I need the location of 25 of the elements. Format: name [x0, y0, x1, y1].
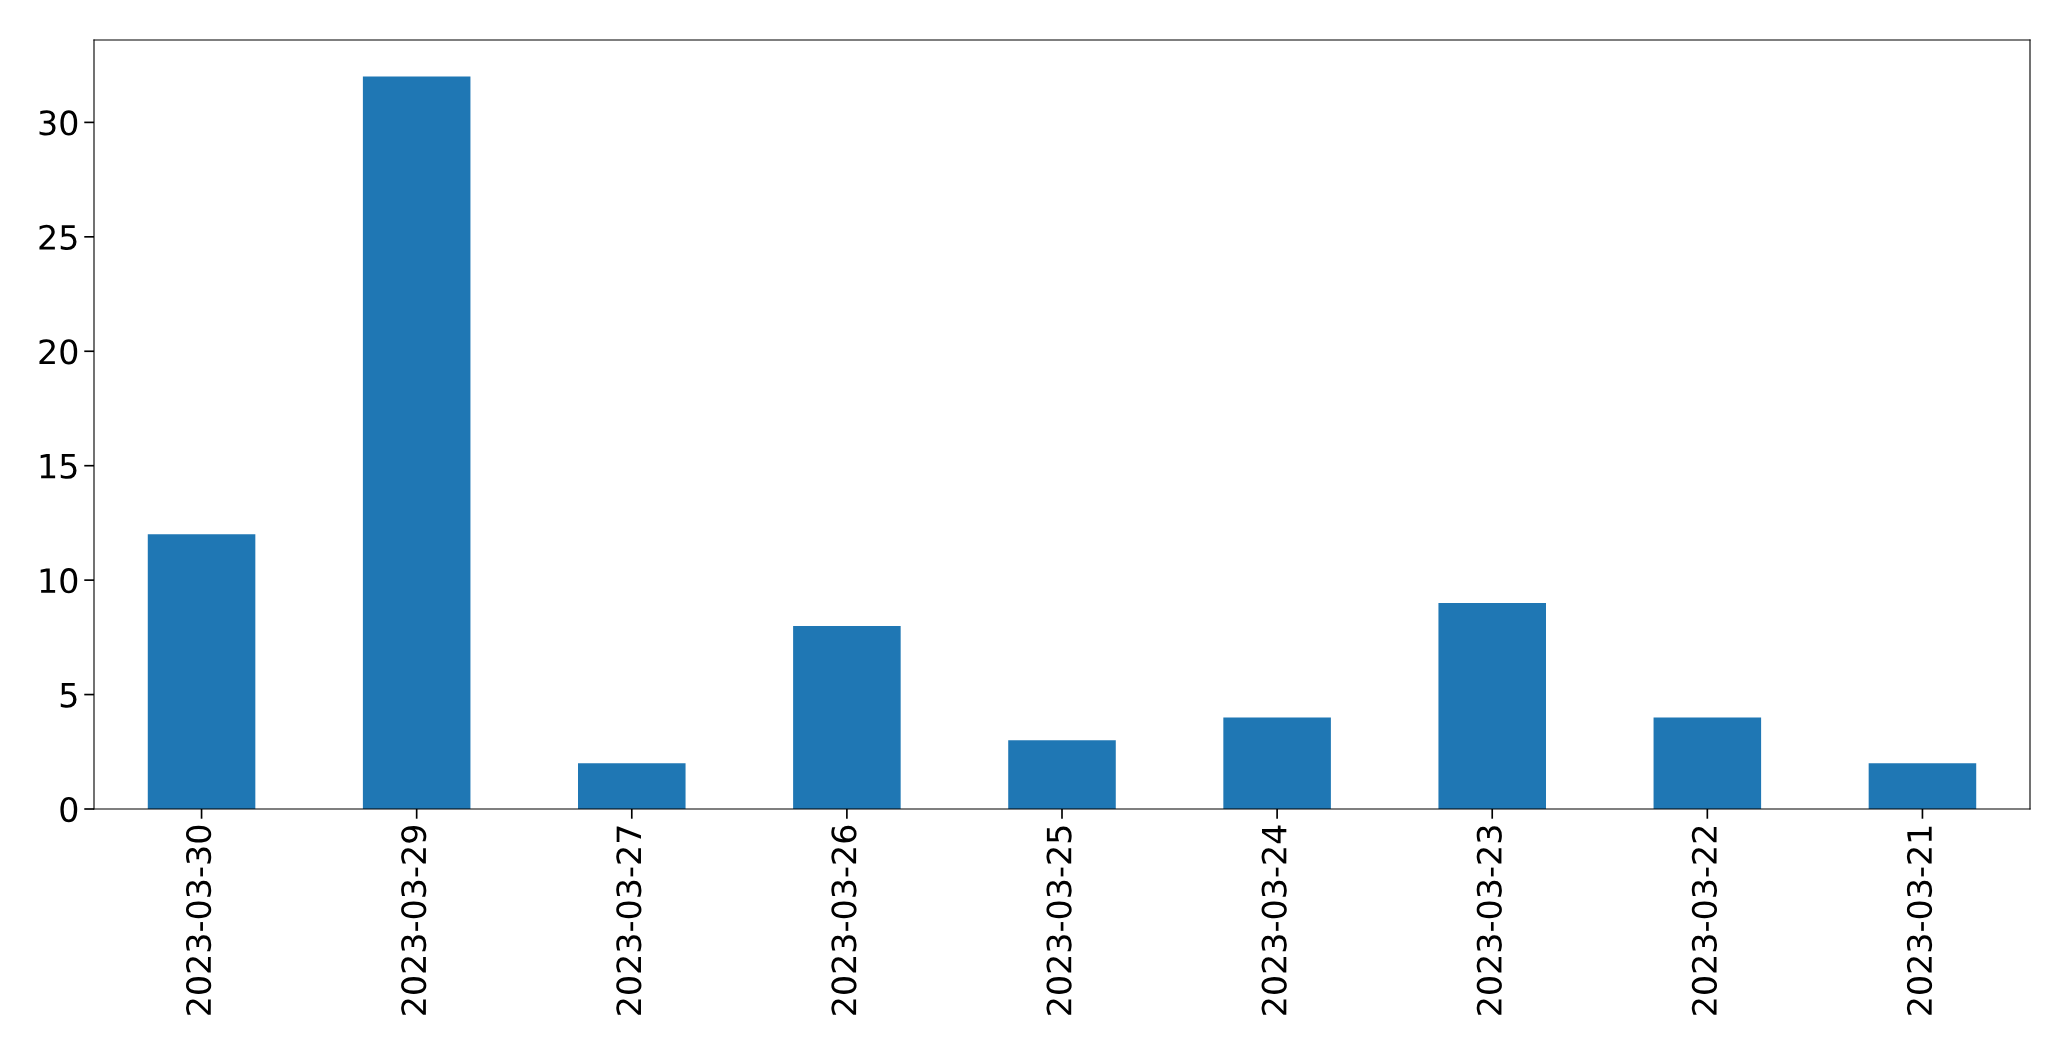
bar	[147, 534, 256, 809]
x-tick-label: 2023-03-27	[616, 826, 642, 1015]
bar	[793, 625, 901, 809]
y-tick-label: 5	[60, 682, 77, 708]
x-tick-label: 2023-03-21	[1906, 826, 1933, 1015]
y-tick-label: 20	[39, 339, 78, 365]
bar	[1008, 740, 1116, 809]
bar	[578, 763, 686, 809]
bar	[1653, 717, 1762, 809]
x-tick-label: 2023-03-25	[1046, 826, 1072, 1015]
x-tick-label: 2023-03-26	[831, 825, 857, 1015]
y-tick-label: 25	[39, 224, 77, 250]
bar	[1438, 603, 1546, 809]
y-tick-label: 10	[40, 568, 78, 594]
x-tick-label: 2023-03-24	[1261, 825, 1287, 1015]
y-tick-label: 0	[60, 796, 78, 823]
bar	[1223, 717, 1331, 809]
x-tick-label: 2023-03-22	[1691, 826, 1718, 1015]
bar	[362, 76, 471, 809]
y-tick-label: 30	[39, 110, 78, 136]
bar	[1868, 763, 1977, 809]
x-tick-label: 2023-03-30	[186, 825, 212, 1015]
x-tick-label: 2023-03-29	[401, 825, 427, 1015]
y-tick-label: 15	[40, 454, 77, 479]
x-tick-label: 2023-03-23	[1476, 826, 1502, 1015]
